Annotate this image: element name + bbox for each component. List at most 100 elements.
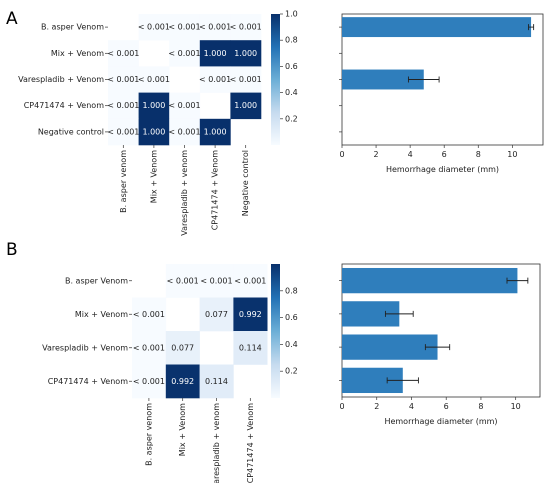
col-label: Mix + Venom — [178, 403, 187, 456]
heatmap-cell — [165, 364, 200, 399]
cell-value: 0.992 — [239, 310, 262, 319]
panel-b-letter: B — [6, 240, 18, 260]
cell-value: 1.000 — [142, 127, 165, 136]
heatmap-cell — [169, 92, 201, 120]
cell-value: < 0.001 — [199, 75, 231, 84]
heatmap-cell — [132, 297, 167, 332]
colorbar-tick-label: 0.6 — [285, 62, 298, 71]
x-tick-label: 4 — [408, 150, 413, 159]
x-tick-label: 2 — [374, 402, 379, 411]
colorbar — [271, 264, 280, 398]
x-tick-label: 10 — [507, 150, 517, 159]
heatmap-cell — [199, 118, 231, 146]
cell-value: < 0.001 — [167, 276, 199, 285]
col-label: Negative control — [241, 150, 250, 216]
heatmap-cell — [199, 14, 231, 41]
heatmap-cell — [199, 297, 234, 332]
bar — [342, 69, 424, 90]
heatmap-cell — [132, 364, 167, 399]
heatmap-cell — [108, 92, 139, 120]
cell-value: 1.000 — [234, 101, 257, 110]
cell-value: < 0.001 — [234, 276, 266, 285]
cell-value: < 0.001 — [230, 75, 262, 84]
heatmap-cell — [169, 118, 201, 146]
cell-value: 0.114 — [205, 377, 228, 386]
row-label: CP471474 + Venom — [48, 377, 128, 386]
colorbar-tick-label: 0.4 — [285, 88, 298, 97]
x-tick-label: 8 — [476, 150, 481, 159]
row-label: CP471474 + Venom — [24, 101, 104, 110]
heatmap-cell — [230, 14, 262, 41]
x-tick-label: 0 — [339, 150, 344, 159]
cell-value: < 0.001 — [138, 75, 170, 84]
cell-value: < 0.001 — [133, 310, 165, 319]
heatmap-cell — [138, 92, 170, 120]
col-label: Mix + Venom — [149, 150, 158, 203]
colorbar-tick-label: 0.8 — [285, 286, 298, 295]
heatmap-cell — [199, 264, 234, 298]
cell-value: < 0.001 — [107, 127, 139, 136]
row-label: Varespladib + Venom — [42, 343, 128, 352]
heatmap-cell — [199, 364, 234, 399]
heatmap-cell — [108, 118, 139, 146]
row-label: B. asper Venom — [41, 23, 104, 32]
x-tick-label: 8 — [478, 402, 483, 411]
cell-value: 1.000 — [204, 127, 227, 136]
heatmap-cell — [233, 297, 268, 332]
bar — [342, 17, 532, 38]
heatmap-cell — [230, 92, 262, 120]
panel-a-letter: A — [6, 9, 18, 29]
colorbar-tick-label: 0.8 — [285, 36, 298, 45]
row-label: Mix + Venom — [75, 310, 128, 319]
row-label: B. asper Venom — [65, 276, 128, 285]
cell-value: 1.000 — [142, 101, 165, 110]
cell-value: < 0.001 — [107, 49, 139, 58]
cell-value: < 0.001 — [107, 75, 139, 84]
colorbar — [271, 14, 280, 145]
chart-layer: < 0.001< 0.001< 0.001< 0.001< 0.001 < 0.0… — [18, 10, 544, 483]
x-tick-label: 6 — [444, 402, 449, 411]
x-tick-label: 4 — [409, 402, 414, 411]
x-tick-label: 6 — [442, 150, 447, 159]
cell-value: 0.077 — [205, 310, 228, 319]
heatmap-cell — [165, 331, 200, 365]
heatmap-cell — [165, 264, 200, 298]
colorbar-tick-label: 1.0 — [285, 10, 298, 19]
colorbar-tick-label: 0.2 — [285, 114, 298, 123]
col-label: B. asper venom — [119, 150, 128, 213]
cell-value: < 0.001 — [138, 23, 170, 32]
x-axis-label: Hemorrhage diameter (mm) — [384, 417, 497, 426]
heatmap-cell — [233, 264, 268, 298]
bar — [342, 334, 438, 360]
colorbar-tick-label: 0.2 — [285, 367, 298, 376]
heatmap-cell — [230, 66, 262, 93]
colorbar-tick-label: 0.4 — [285, 340, 298, 349]
cell-value: < 0.001 — [199, 23, 231, 32]
heatmap-cell — [199, 40, 231, 67]
heatmap-cell — [132, 331, 167, 365]
cell-value: 0.077 — [171, 343, 194, 352]
col-label: B. asper venom — [144, 403, 153, 466]
bar — [342, 267, 518, 294]
cell-value: < 0.001 — [230, 23, 262, 32]
x-axis-label: Hemorrhage diameter (mm) — [386, 165, 499, 174]
row-label: Mix + Venom — [51, 49, 104, 58]
cell-value: < 0.001 — [200, 276, 232, 285]
cell-value: 0.114 — [239, 343, 262, 352]
x-tick-label: 2 — [374, 150, 379, 159]
colorbar-tick-label: 0.6 — [285, 313, 298, 322]
heatmap-cell — [138, 118, 170, 146]
cell-value: < 0.001 — [168, 49, 200, 58]
heatmap-cell — [169, 14, 201, 41]
col-label: Varespladib + venom — [212, 403, 221, 483]
cell-value: < 0.001 — [133, 377, 165, 386]
heatmap-cell — [199, 66, 231, 93]
heatmap-cell — [230, 40, 262, 67]
cell-value: 1.000 — [204, 49, 227, 58]
cell-value: < 0.001 — [168, 23, 200, 32]
bar-axes-frame — [341, 263, 541, 398]
heatmap-cell — [108, 40, 139, 67]
cell-value: 0.992 — [171, 377, 194, 386]
heatmap-cell — [108, 66, 139, 93]
